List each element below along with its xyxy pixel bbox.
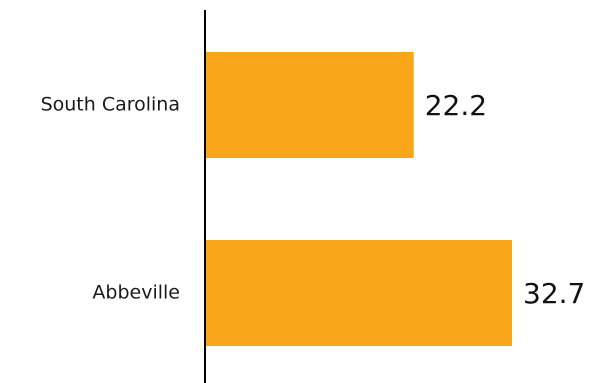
bar-1 (206, 240, 512, 346)
bar-0 (206, 52, 414, 158)
value-labels-group: 22.2 32.7 (425, 89, 586, 310)
value-label: 22.2 (425, 89, 487, 122)
bars-group (206, 52, 512, 346)
category-labels-group: South Carolina Abbeville (41, 94, 180, 304)
value-label: 32.7 (523, 277, 585, 310)
category-label: South Carolina (41, 94, 180, 116)
category-label: Abbeville (92, 282, 180, 304)
